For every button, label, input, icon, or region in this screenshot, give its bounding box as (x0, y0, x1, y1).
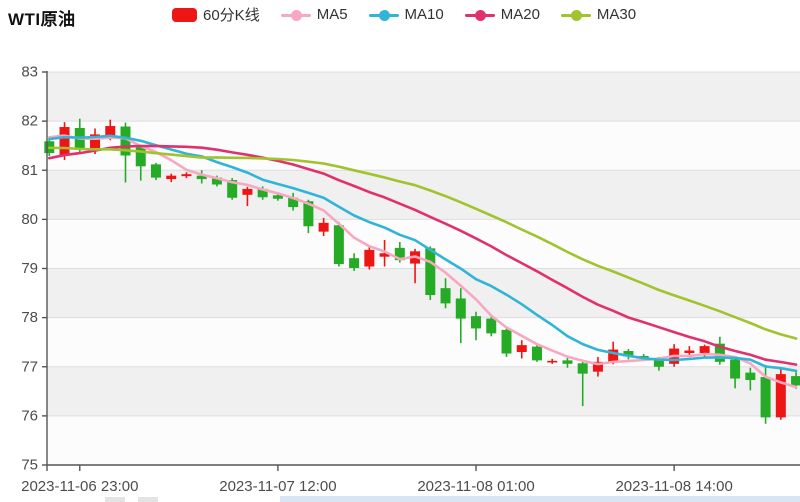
y-axis-label: 78 (21, 309, 38, 326)
candle-2023-11-08-03-00[interactable] (501, 326, 512, 357)
legend-item-ma5[interactable]: MA5 (280, 6, 348, 23)
chart-header: WTI原油 60分K线 MA5 MA10 (0, 0, 800, 30)
candle-2023-11-07-02-00[interactable] (120, 122, 131, 183)
legend-item-ma10[interactable]: MA10 (368, 6, 444, 23)
legend-label-ma30: MA30 (596, 6, 637, 23)
candle-2023-11-07-23-00[interactable] (440, 278, 451, 309)
ma5-line (47, 134, 798, 389)
y-axis-label: 81 (21, 162, 38, 179)
candle-2023-11-08-17-00[interactable] (714, 336, 725, 365)
y-axis-label: 79 (21, 260, 38, 277)
legend-item-ma30[interactable]: MA30 (560, 6, 637, 23)
candle-2023-11-07-16-00[interactable] (333, 221, 344, 267)
ma30-line (47, 146, 798, 340)
legend-label-ma20: MA20 (500, 6, 540, 23)
candle-2023-11-08-00-00[interactable] (455, 288, 466, 344)
price-band (47, 268, 800, 318)
y-axis-label: 75 (21, 457, 38, 474)
y-axis-label: 76 (21, 407, 38, 424)
candle-2023-11-06-22-00[interactable] (59, 122, 70, 160)
candle-2023-11-07-10-00[interactable] (242, 186, 253, 207)
candle-2023-11-07-06-00[interactable] (181, 172, 192, 179)
legend-item-kline[interactable]: 60分K线 (172, 4, 260, 25)
chart-title: WTI原油 (8, 10, 76, 29)
price-band (47, 415, 800, 465)
legend-label-ma10: MA10 (404, 6, 444, 23)
candle-2023-11-08-02-00[interactable] (486, 316, 497, 337)
candle-2023-11-07-17-00[interactable] (349, 253, 360, 271)
chart-legend: 60分K线 MA5 MA10 MA20 (172, 4, 636, 25)
price-band (47, 366, 800, 416)
kline-series-icon (172, 7, 197, 22)
y-axis-label: 82 (21, 113, 38, 130)
datazoom-strip[interactable] (280, 496, 800, 502)
datazoom-handle[interactable] (138, 497, 158, 502)
y-axis-label: 80 (21, 211, 38, 228)
legend-label-ma5: MA5 (316, 6, 348, 23)
candle-2023-11-08-06-00[interactable] (547, 358, 558, 364)
candle-2023-11-08-08-00[interactable] (577, 361, 588, 407)
candle-2023-11-07-07-00[interactable] (196, 170, 207, 184)
candle-2023-11-07-14-00[interactable] (303, 199, 314, 234)
candle-2023-11-08-11-00[interactable] (623, 349, 634, 360)
y-axis-label: 77 (21, 358, 38, 375)
candle-2023-11-08-05-00[interactable] (531, 344, 542, 362)
candle-2023-11-07-05-00[interactable] (166, 173, 177, 183)
candle-2023-11-08-16-00[interactable] (699, 344, 710, 359)
candle-2023-11-08-19-00[interactable] (745, 367, 756, 391)
x-axis-label: 2023-11-08 01:00 (417, 478, 534, 495)
ma10-line-icon (368, 8, 399, 22)
ma20-line (47, 144, 798, 366)
candle-2023-11-07-13-00[interactable] (288, 192, 299, 211)
candle-2023-11-07-15-00[interactable] (318, 217, 329, 237)
candle-2023-11-08-18-00[interactable] (730, 357, 741, 389)
x-axis-label: 2023-11-06 23:00 (21, 478, 138, 495)
candle-2023-11-08-21-00[interactable] (775, 368, 786, 420)
candle-2023-11-08-04-00[interactable] (516, 340, 527, 359)
legend-label-kline: 60分K线 (203, 7, 260, 24)
y-axis-label: 83 (21, 64, 38, 81)
ma5-line-icon (280, 8, 311, 22)
candle-2023-11-08-09-00[interactable] (592, 356, 603, 377)
candle-2023-11-07-22-00[interactable] (425, 246, 436, 300)
x-axis-label: 2023-11-07 12:00 (219, 478, 336, 495)
candle-2023-11-07-04-00[interactable] (150, 162, 161, 181)
price-band (47, 219, 800, 269)
ma10-line (47, 134, 798, 373)
candle-2023-11-07-18-00[interactable] (364, 246, 375, 270)
datazoom-handle[interactable] (105, 497, 125, 502)
price-band (47, 72, 800, 122)
legend-item-ma20[interactable]: MA20 (464, 6, 540, 23)
candle-2023-11-08-20-00[interactable] (760, 364, 771, 424)
ma20-line-icon (464, 8, 495, 22)
candle-2023-11-07-19-00[interactable] (379, 240, 390, 267)
x-axis-label: 2023-11-08 14:00 (615, 478, 732, 495)
candle-2023-11-08-01-00[interactable] (471, 311, 482, 341)
ma30-line-icon (560, 8, 591, 22)
